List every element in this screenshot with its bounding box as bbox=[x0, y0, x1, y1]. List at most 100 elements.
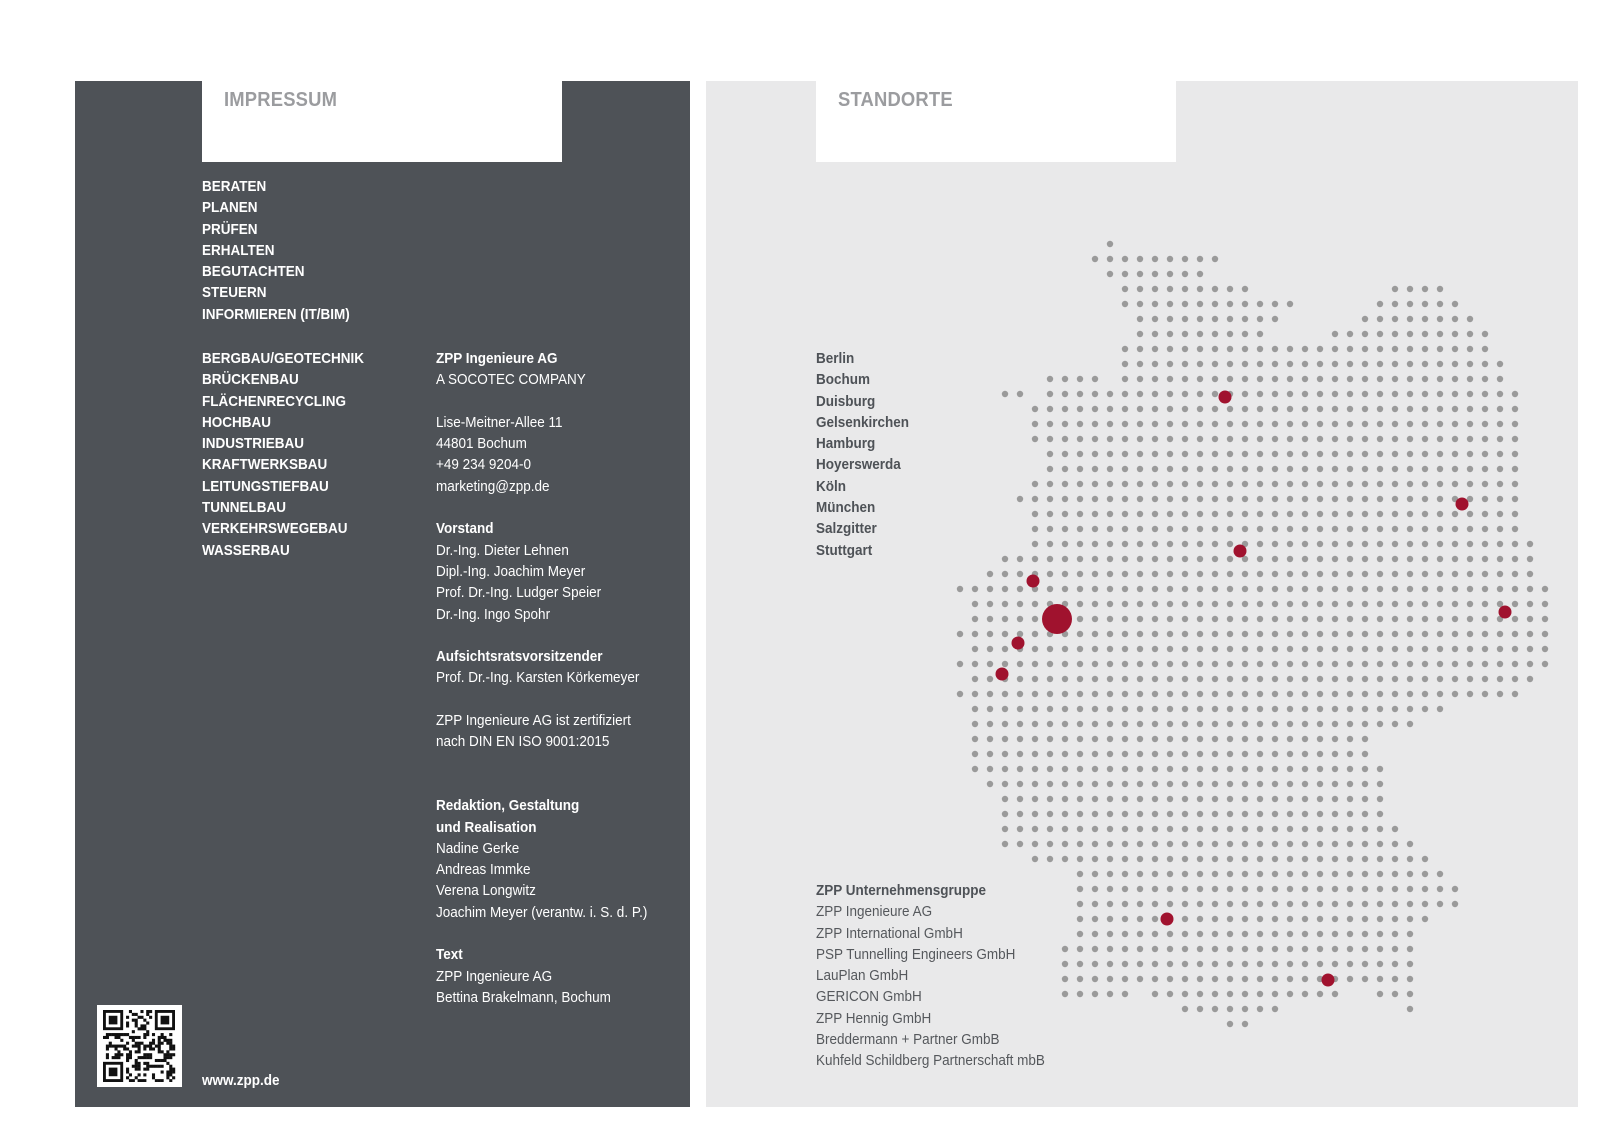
map-dot bbox=[1286, 495, 1294, 503]
map-dot bbox=[1196, 945, 1204, 953]
map-dot bbox=[1106, 690, 1114, 698]
map-dot bbox=[1196, 315, 1204, 323]
map-dot bbox=[1136, 315, 1144, 323]
map-dot bbox=[1241, 840, 1249, 848]
map-dot bbox=[1061, 405, 1069, 413]
map-dot bbox=[1301, 915, 1309, 923]
company-email[interactable]: marketing@zpp.de bbox=[436, 477, 550, 495]
map-dot bbox=[1196, 660, 1204, 668]
map-dot bbox=[1376, 510, 1384, 518]
map-dot bbox=[1046, 420, 1054, 428]
map-dot bbox=[1061, 375, 1069, 383]
map-dot bbox=[1406, 390, 1414, 398]
map-dot bbox=[1346, 405, 1354, 413]
map-dot bbox=[1301, 450, 1309, 458]
map-dot bbox=[1091, 375, 1099, 383]
map-dot bbox=[1061, 825, 1069, 833]
map-dot bbox=[1421, 570, 1429, 578]
map-dot bbox=[1496, 510, 1504, 518]
map-dot bbox=[1301, 690, 1309, 698]
map-dot bbox=[1166, 420, 1174, 428]
map-dot bbox=[1421, 330, 1429, 338]
map-dot bbox=[1046, 660, 1054, 668]
map-dot bbox=[1496, 450, 1504, 458]
map-dot bbox=[1406, 645, 1414, 653]
map-dot bbox=[1271, 945, 1279, 953]
map-dot bbox=[1256, 300, 1264, 308]
map-dot bbox=[1121, 345, 1129, 353]
map-dot bbox=[1061, 960, 1069, 968]
map-dot bbox=[1301, 765, 1309, 773]
map-dot bbox=[971, 585, 979, 593]
map-dot bbox=[1316, 615, 1324, 623]
map-dot bbox=[1166, 345, 1174, 353]
map-dot bbox=[1091, 690, 1099, 698]
map-dot bbox=[1076, 660, 1084, 668]
map-dot bbox=[1511, 570, 1519, 578]
map-dot bbox=[1316, 540, 1324, 548]
map-dot bbox=[1421, 900, 1429, 908]
map-dot bbox=[1106, 930, 1114, 938]
map-dot bbox=[1436, 555, 1444, 563]
map-dot bbox=[1376, 675, 1384, 683]
map-dot bbox=[1196, 750, 1204, 758]
map-dot bbox=[1091, 870, 1099, 878]
map-dot bbox=[1076, 390, 1084, 398]
map-dot bbox=[1376, 660, 1384, 668]
map-dot bbox=[1316, 915, 1324, 923]
map-dot bbox=[1196, 300, 1204, 308]
map-dot bbox=[1196, 870, 1204, 878]
qr-code-icon bbox=[103, 1010, 176, 1082]
map-dot bbox=[1361, 465, 1369, 473]
map-dot bbox=[1211, 795, 1219, 803]
map-dot bbox=[1451, 390, 1459, 398]
map-dot bbox=[1331, 345, 1339, 353]
map-dot bbox=[1121, 540, 1129, 548]
map-dot bbox=[1436, 705, 1444, 713]
map-dot bbox=[1181, 525, 1189, 533]
company-phone: +49 234 9204-0 bbox=[436, 456, 531, 474]
map-dot bbox=[1181, 585, 1189, 593]
map-dot bbox=[1166, 870, 1174, 878]
certification-line: nach DIN EN ISO 9001:2015 bbox=[436, 733, 610, 751]
map-dot bbox=[1106, 990, 1114, 998]
map-dot bbox=[1121, 900, 1129, 908]
qr-code[interactable] bbox=[97, 1005, 182, 1087]
map-dot bbox=[1151, 885, 1159, 893]
map-dot bbox=[1046, 375, 1054, 383]
map-dot bbox=[1166, 990, 1174, 998]
map-dot bbox=[1151, 525, 1159, 533]
map-dot bbox=[1346, 615, 1354, 623]
map-dot bbox=[1121, 570, 1129, 578]
map-dot bbox=[1346, 495, 1354, 503]
map-dot bbox=[1136, 345, 1144, 353]
map-dot bbox=[1361, 510, 1369, 518]
map-dot bbox=[1406, 405, 1414, 413]
map-dot bbox=[1121, 480, 1129, 488]
map-dot bbox=[1016, 780, 1024, 788]
map-dot bbox=[1391, 945, 1399, 953]
map-dot bbox=[1211, 870, 1219, 878]
map-dot bbox=[1241, 915, 1249, 923]
map-dot bbox=[1136, 270, 1144, 278]
map-dot bbox=[1301, 465, 1309, 473]
map-dot bbox=[1151, 855, 1159, 863]
map-dot bbox=[1061, 570, 1069, 578]
map-dot bbox=[1301, 990, 1309, 998]
map-dot bbox=[1091, 570, 1099, 578]
map-dot bbox=[1316, 825, 1324, 833]
map-dot bbox=[1496, 480, 1504, 488]
map-dot bbox=[1511, 630, 1519, 638]
map-dot bbox=[1166, 270, 1174, 278]
map-dot bbox=[1196, 930, 1204, 938]
map-dot bbox=[1211, 915, 1219, 923]
website-link[interactable]: www.zpp.de bbox=[202, 1072, 280, 1089]
map-dot bbox=[1121, 645, 1129, 653]
map-dot bbox=[1361, 645, 1369, 653]
map-dot bbox=[1166, 690, 1174, 698]
map-dot bbox=[1181, 270, 1189, 278]
map-dot bbox=[1241, 405, 1249, 413]
map-dot bbox=[1196, 450, 1204, 458]
location-item: Köln bbox=[816, 477, 846, 495]
map-dot bbox=[1121, 600, 1129, 608]
